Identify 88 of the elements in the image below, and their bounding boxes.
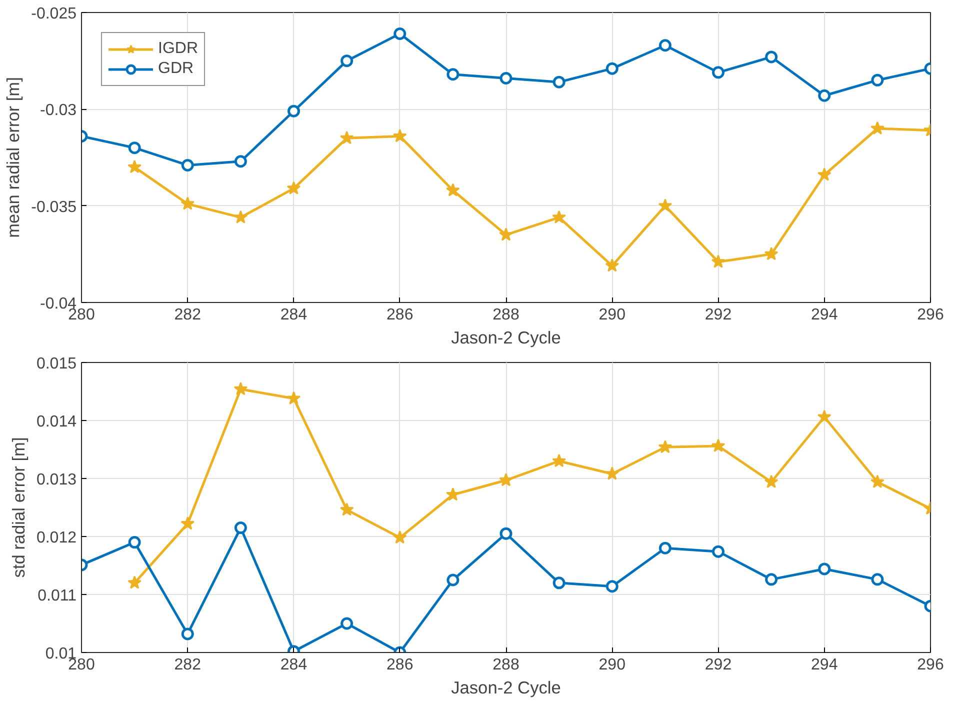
point <box>392 128 407 142</box>
point <box>712 545 724 558</box>
point <box>234 210 248 224</box>
point <box>765 50 778 64</box>
x-tick-label: 290 <box>598 306 626 324</box>
point <box>765 573 778 586</box>
y-tick-label: -0.025 <box>31 6 77 22</box>
point <box>658 440 672 454</box>
point <box>658 542 672 554</box>
x-tick-label: 286 <box>386 306 414 324</box>
point <box>446 183 460 196</box>
point <box>340 502 354 516</box>
x-axis-title: Jason-2 Cycle <box>451 328 561 348</box>
point <box>870 474 884 488</box>
point <box>128 576 142 589</box>
point <box>764 246 778 260</box>
y-tick-label: -0.035 <box>31 198 77 216</box>
x-tick-label: 296 <box>917 306 944 324</box>
legend-label: IGDR <box>158 40 198 58</box>
point <box>500 72 512 84</box>
point <box>286 391 301 404</box>
point <box>658 39 672 52</box>
x-tick-label: 296 <box>917 656 944 674</box>
x-tick-label: 284 <box>280 656 308 674</box>
point <box>552 210 566 224</box>
x-tick-label: 290 <box>598 656 626 674</box>
point <box>711 254 726 268</box>
point <box>128 142 141 154</box>
x-tick-label: 294 <box>811 306 838 324</box>
point <box>180 196 195 210</box>
point <box>394 28 406 40</box>
y-tick-label: 0.011 <box>38 588 77 604</box>
point <box>340 617 354 630</box>
point <box>446 574 460 586</box>
point <box>234 155 247 168</box>
x-tick-label: 282 <box>174 306 202 324</box>
point <box>870 121 884 135</box>
x-tick-label: 284 <box>280 306 308 324</box>
x-tick-label: 292 <box>704 306 732 324</box>
point <box>871 74 884 86</box>
point <box>286 181 301 194</box>
point <box>234 522 247 534</box>
y-axis-title: mean radial error [m] <box>3 77 24 238</box>
point <box>499 228 513 241</box>
y-axis-title: std radial error [m] <box>8 437 28 578</box>
point <box>340 130 354 144</box>
point <box>711 438 726 452</box>
point <box>340 54 354 68</box>
point <box>499 472 513 486</box>
point <box>658 198 672 212</box>
x-axis-title: Jason-2 Cycle <box>451 678 561 698</box>
point <box>181 628 194 640</box>
point <box>871 573 884 586</box>
y-tick-label: 0.013 <box>36 472 77 488</box>
point <box>712 66 724 79</box>
x-tick-label: 294 <box>811 656 838 674</box>
point <box>446 487 460 501</box>
point <box>552 454 566 468</box>
x-tick-label: 282 <box>174 656 202 674</box>
point <box>606 580 618 593</box>
point <box>606 62 618 75</box>
x-tick-label: 286 <box>386 656 414 674</box>
point <box>605 258 620 272</box>
y-tick-label: 0.014 <box>36 414 77 430</box>
point <box>552 576 566 590</box>
point <box>446 68 460 81</box>
legend-label: GDR <box>158 60 194 78</box>
y-tick-label: 0.015 <box>36 356 77 372</box>
point <box>817 168 832 181</box>
x-tick-label: 292 <box>704 656 732 674</box>
point <box>605 466 620 480</box>
point <box>818 562 831 576</box>
point <box>234 382 248 396</box>
point <box>128 536 141 549</box>
x-tick-label: 288 <box>492 306 520 324</box>
point <box>180 516 195 530</box>
point <box>552 76 566 88</box>
point <box>817 410 832 424</box>
point <box>500 527 512 540</box>
point <box>764 474 778 488</box>
point <box>181 158 194 172</box>
y-tick-label: -0.03 <box>40 102 77 120</box>
point <box>128 160 142 174</box>
y-tick-label: 0.012 <box>36 530 77 546</box>
x-tick-label: 288 <box>492 656 520 674</box>
point <box>288 104 300 118</box>
point <box>818 89 831 102</box>
point <box>392 530 407 544</box>
